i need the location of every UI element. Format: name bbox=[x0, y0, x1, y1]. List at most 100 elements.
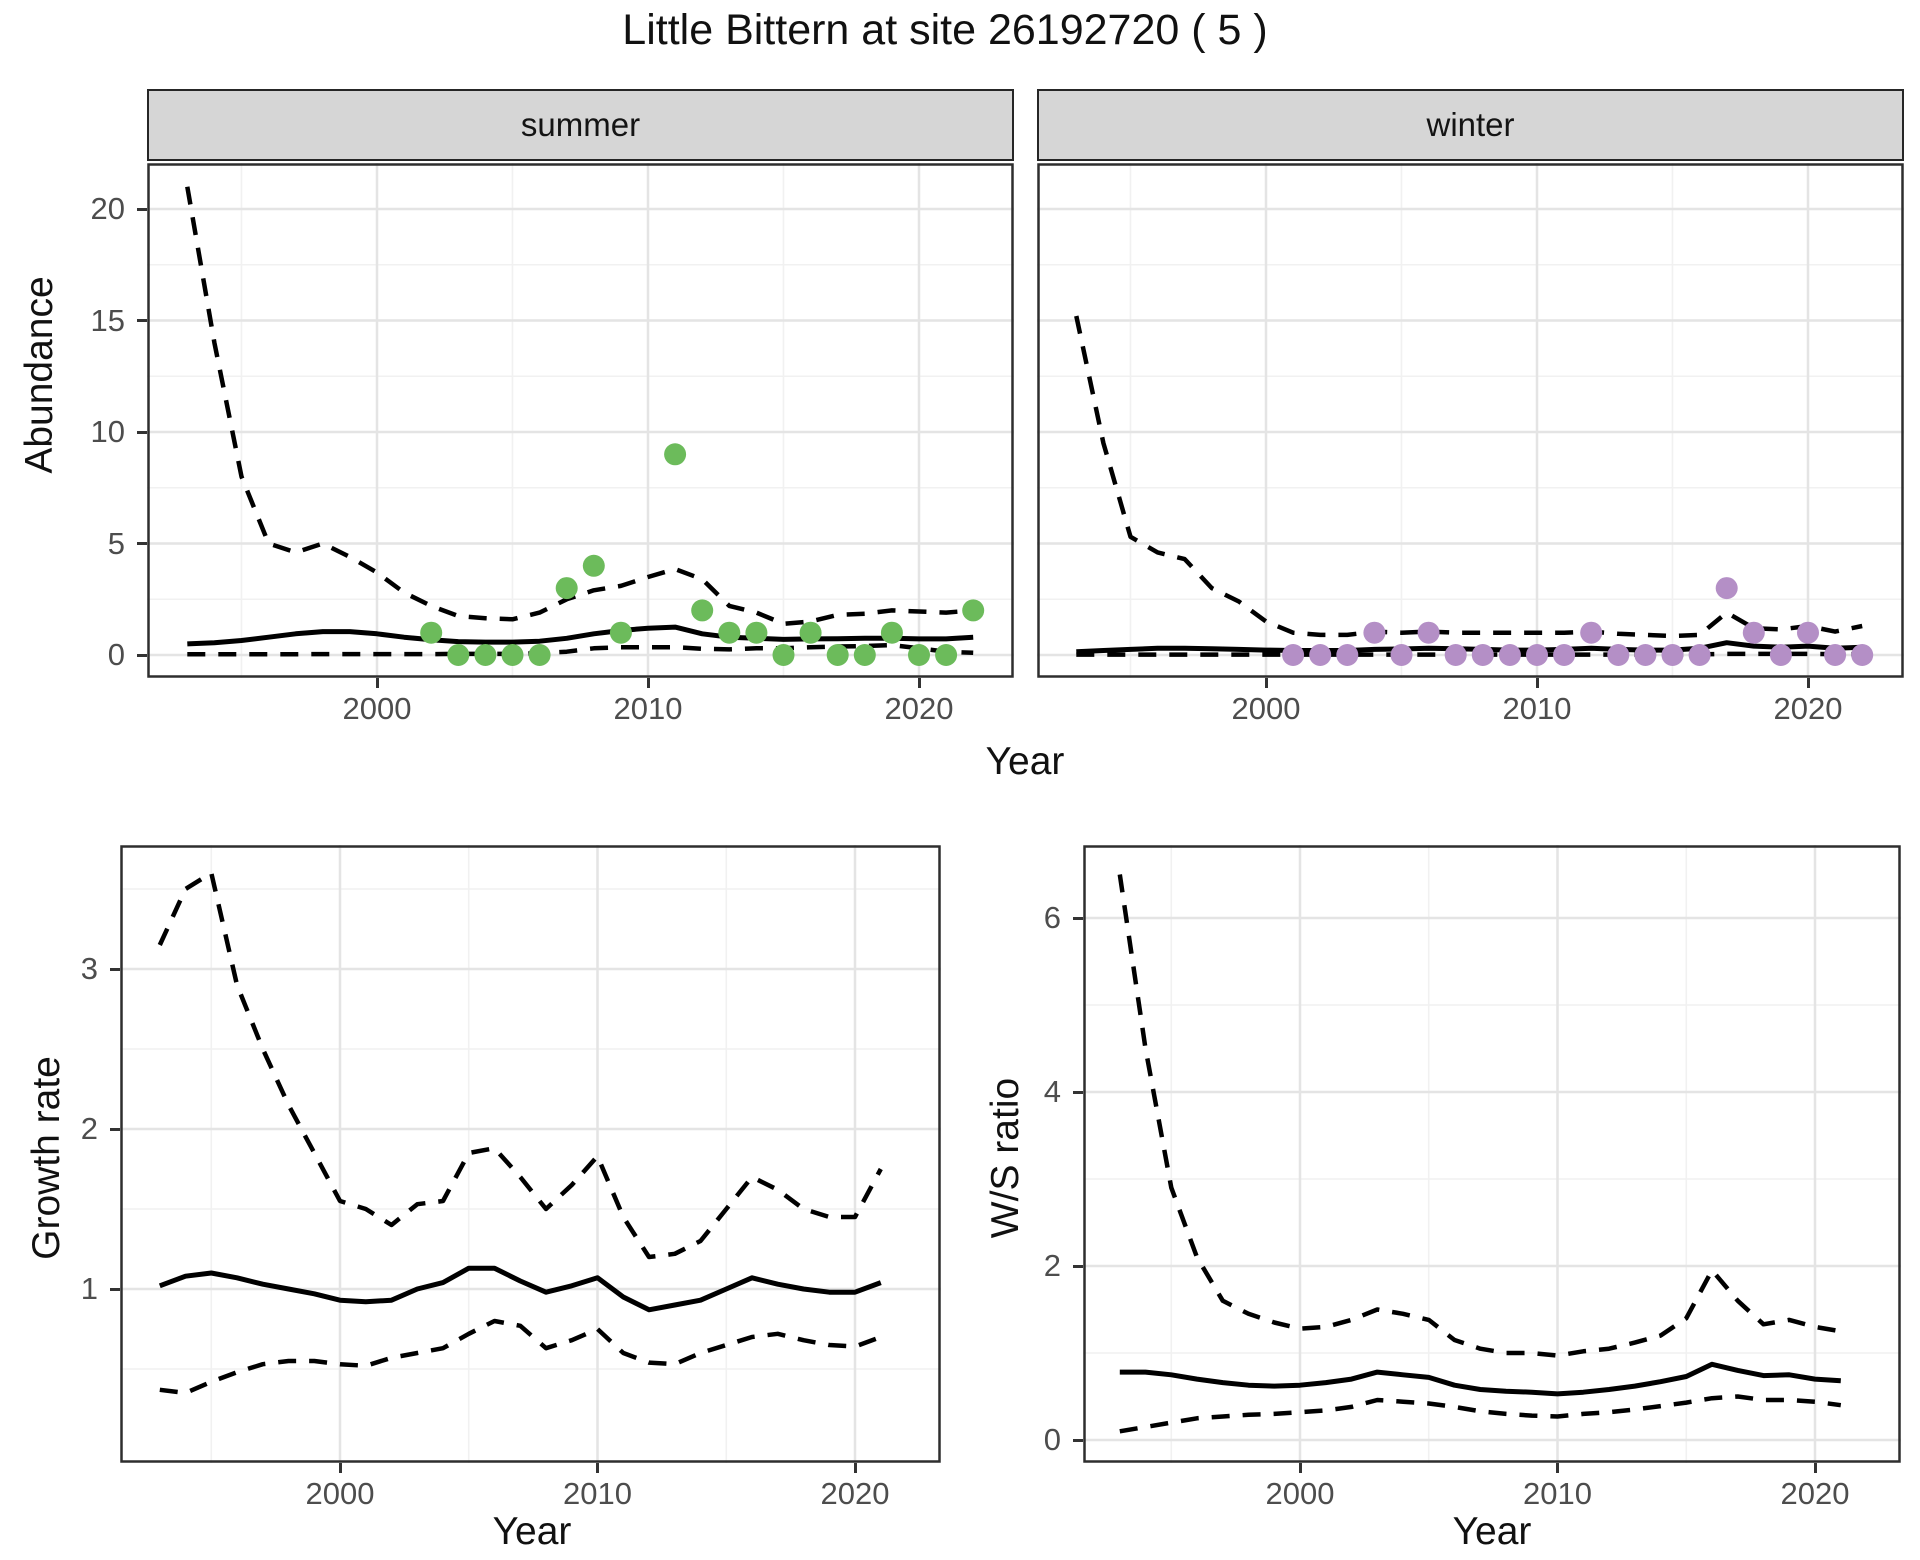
y-tick-label: 10 bbox=[90, 414, 125, 449]
abundance_winter-point bbox=[1444, 644, 1467, 666]
panel-abundance-summer bbox=[147, 163, 1014, 678]
abundance_summer-point bbox=[718, 621, 741, 644]
abundance_summer-point bbox=[501, 644, 524, 666]
abundance_winter-point bbox=[1715, 577, 1738, 600]
abundance_winter-point bbox=[1471, 644, 1494, 666]
abundance_winter-point bbox=[1309, 644, 1332, 666]
x-tick-label: 2000 bbox=[1265, 1476, 1335, 1511]
x-tick-label: 2000 bbox=[305, 1476, 375, 1511]
x-tick-label: 2000 bbox=[342, 691, 412, 726]
abundance_winter-point bbox=[1688, 644, 1711, 666]
x-tick-label: 2020 bbox=[884, 691, 954, 726]
abundance_summer-point bbox=[853, 644, 876, 666]
x-tick bbox=[338, 1463, 342, 1473]
abundance_summer-point bbox=[908, 644, 930, 666]
y-tick-label: 3 bbox=[80, 951, 98, 986]
y-tick-label: 15 bbox=[90, 302, 125, 338]
growth_rate-ci-upper-line bbox=[157, 870, 883, 1260]
y-tick-label: 6 bbox=[1043, 900, 1061, 935]
abundance_summer-median-line bbox=[187, 624, 974, 647]
abundance_summer-point bbox=[474, 644, 497, 666]
x-tick bbox=[1535, 678, 1539, 688]
abundance_winter-ci-lower-line bbox=[1076, 651, 1863, 657]
y-tick-label: 20 bbox=[90, 191, 125, 226]
y-tick-label: 2 bbox=[80, 1111, 98, 1146]
abundance_winter-point bbox=[1824, 644, 1847, 666]
abundance_winter-point bbox=[1661, 644, 1684, 666]
x-tick-label: 2010 bbox=[613, 691, 683, 726]
y-tick bbox=[1073, 916, 1083, 920]
abundance_winter-point bbox=[1607, 644, 1630, 666]
panel-abundance-winter bbox=[1037, 163, 1904, 678]
abundance_summer-point bbox=[691, 599, 714, 622]
x-axis-title-year-top: Year bbox=[985, 740, 1065, 783]
abundance_winter-median-line bbox=[1076, 640, 1863, 655]
abundance_summer-point bbox=[799, 621, 822, 644]
ws_ratio-ci-upper-line bbox=[1117, 874, 1842, 1358]
growth_rate-canvas bbox=[120, 845, 941, 1463]
x-tick-label: 2000 bbox=[1231, 691, 1301, 726]
x-tick bbox=[646, 678, 650, 688]
abundance_summer-point bbox=[664, 443, 687, 466]
y-tick bbox=[137, 319, 147, 322]
ws_ratio-ci-lower-line bbox=[1119, 1394, 1842, 1434]
abundance_winter-point bbox=[1797, 621, 1819, 644]
abundance_winter-point bbox=[1498, 644, 1521, 666]
abundance_summer-point bbox=[962, 599, 985, 622]
x-tick-label: 2010 bbox=[1502, 691, 1572, 726]
panel-ws-ratio bbox=[1083, 845, 1901, 1463]
abundance_summer-point bbox=[745, 621, 768, 644]
y-tick-label: 5 bbox=[107, 525, 125, 561]
y-tick bbox=[1073, 1264, 1083, 1268]
abundance_winter-point bbox=[1363, 621, 1386, 644]
x-tick-label: 2010 bbox=[1523, 1476, 1592, 1511]
panel-growth-rate bbox=[120, 845, 941, 1463]
abundance_winter-point bbox=[1282, 644, 1305, 666]
abundance_summer-point bbox=[555, 577, 578, 600]
y-tick bbox=[1073, 1090, 1083, 1094]
abundance_winter-ci-upper-line bbox=[1074, 315, 1863, 639]
x-tick-label: 2010 bbox=[563, 1476, 632, 1511]
abundance_summer-point bbox=[772, 644, 795, 666]
y-tick bbox=[137, 653, 147, 657]
x-axis-title-year-bottom-right: Year bbox=[1452, 1510, 1532, 1553]
y-tick-label: 0 bbox=[1043, 1422, 1061, 1457]
abundance_winter-point bbox=[1390, 644, 1413, 666]
y-tick-label: 2 bbox=[1043, 1248, 1061, 1283]
x-tick bbox=[1298, 1463, 1302, 1473]
ws_ratio-canvas bbox=[1083, 845, 1901, 1463]
x-tick bbox=[1264, 678, 1268, 688]
y-tick bbox=[1073, 1438, 1083, 1442]
growth_rate-median-line bbox=[158, 1265, 882, 1313]
y-tick bbox=[137, 542, 147, 545]
abundance_summer-point bbox=[826, 644, 849, 666]
abundance_summer-point bbox=[447, 644, 470, 666]
x-tick bbox=[1556, 1463, 1559, 1473]
abundance_summer-point bbox=[609, 621, 632, 644]
ws_ratio-median-line bbox=[1119, 1361, 1841, 1397]
abundance_winter-point bbox=[1553, 644, 1576, 666]
y-tick bbox=[110, 967, 120, 971]
y-tick-label: 4 bbox=[1043, 1074, 1061, 1109]
x-tick-label: 2020 bbox=[1780, 1476, 1850, 1511]
facet-strip-winter: winter bbox=[1037, 89, 1904, 161]
y-tick bbox=[137, 430, 147, 434]
facet-strip-summer: summer bbox=[147, 89, 1014, 161]
y-tick bbox=[110, 1127, 120, 1131]
y-tick bbox=[110, 1287, 120, 1291]
abundance_summer-canvas bbox=[147, 163, 1014, 678]
abundance_summer-point bbox=[582, 554, 605, 577]
abundance_summer-point bbox=[935, 644, 958, 666]
abundance_winter-point bbox=[1769, 644, 1792, 666]
abundance_winter-point bbox=[1742, 621, 1765, 644]
x-tick bbox=[1813, 1463, 1817, 1473]
growth_rate-ci-lower-line bbox=[159, 1318, 882, 1396]
x-tick bbox=[596, 1463, 599, 1473]
abundance_winter-point bbox=[1580, 621, 1603, 644]
x-tick bbox=[1806, 678, 1810, 688]
y-tick bbox=[137, 207, 147, 211]
abundance_winter-point bbox=[1526, 644, 1548, 666]
abundance_summer-point bbox=[528, 644, 551, 666]
facet-strip-summer-label: summer bbox=[520, 106, 641, 143]
